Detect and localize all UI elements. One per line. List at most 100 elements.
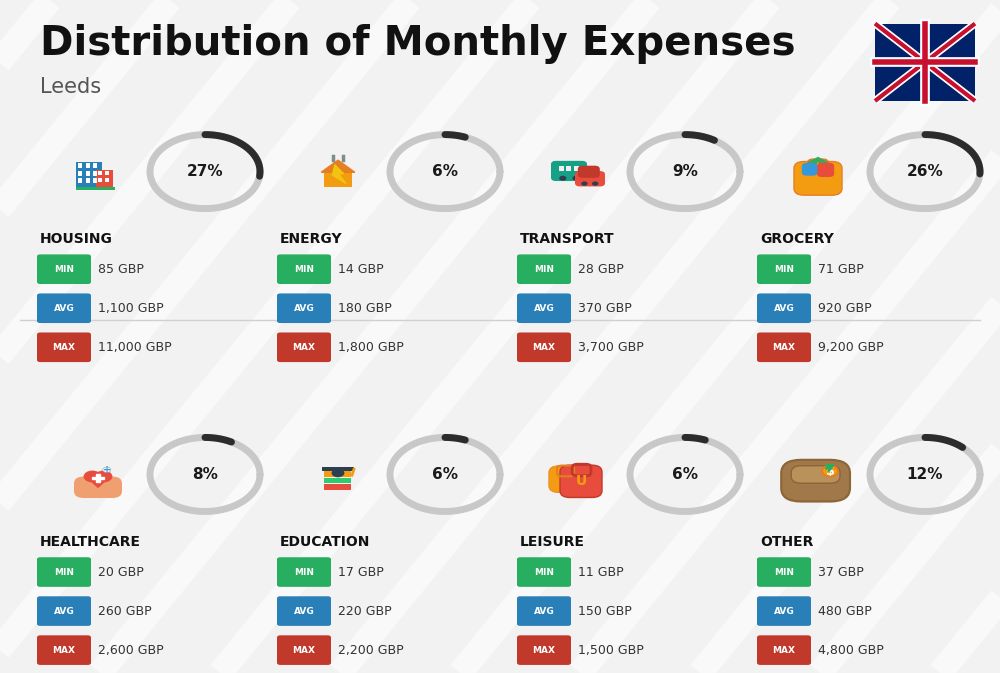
FancyBboxPatch shape <box>875 24 975 101</box>
FancyBboxPatch shape <box>78 164 82 168</box>
Text: $: $ <box>826 464 834 478</box>
FancyBboxPatch shape <box>549 466 584 493</box>
Text: 14 GBP: 14 GBP <box>338 262 384 276</box>
Text: MAX: MAX <box>532 343 556 352</box>
FancyBboxPatch shape <box>93 178 97 183</box>
Text: 12%: 12% <box>907 467 943 482</box>
Text: Distribution of Monthly Expenses: Distribution of Monthly Expenses <box>40 24 796 63</box>
Text: LEISURE: LEISURE <box>520 535 585 549</box>
Text: 6%: 6% <box>432 164 458 179</box>
Text: MAX: MAX <box>772 645 796 655</box>
FancyBboxPatch shape <box>105 171 109 175</box>
FancyBboxPatch shape <box>322 467 354 471</box>
Text: 11,000 GBP: 11,000 GBP <box>98 341 172 354</box>
FancyBboxPatch shape <box>560 465 602 497</box>
FancyBboxPatch shape <box>86 178 90 183</box>
Text: 8%: 8% <box>192 467 218 482</box>
FancyBboxPatch shape <box>98 171 102 175</box>
Text: AVG: AVG <box>774 304 794 313</box>
FancyBboxPatch shape <box>551 161 587 181</box>
Circle shape <box>559 176 566 180</box>
Text: 9%: 9% <box>672 164 698 179</box>
FancyBboxPatch shape <box>277 557 331 587</box>
Text: MIN: MIN <box>54 264 74 274</box>
Text: 920 GBP: 920 GBP <box>818 302 872 315</box>
Text: TRANSPORT: TRANSPORT <box>520 232 615 246</box>
FancyBboxPatch shape <box>277 293 331 323</box>
Text: 1,500 GBP: 1,500 GBP <box>578 643 644 657</box>
FancyBboxPatch shape <box>757 635 811 665</box>
FancyBboxPatch shape <box>791 466 840 483</box>
FancyBboxPatch shape <box>802 163 817 176</box>
FancyBboxPatch shape <box>324 172 352 187</box>
Text: MIN: MIN <box>774 567 794 577</box>
FancyBboxPatch shape <box>74 476 122 498</box>
Circle shape <box>581 182 588 186</box>
Text: MIN: MIN <box>54 567 74 577</box>
Text: 71 GBP: 71 GBP <box>818 262 864 276</box>
Text: +: + <box>103 465 111 474</box>
Text: ENERGY: ENERGY <box>280 232 343 246</box>
FancyBboxPatch shape <box>517 293 571 323</box>
FancyBboxPatch shape <box>324 471 351 477</box>
Text: MAX: MAX <box>293 343 316 352</box>
Text: MIN: MIN <box>294 567 314 577</box>
Text: 1,800 GBP: 1,800 GBP <box>338 341 404 354</box>
FancyBboxPatch shape <box>757 332 811 362</box>
Text: 260 GBP: 260 GBP <box>98 604 152 618</box>
FancyBboxPatch shape <box>781 460 850 501</box>
Text: 20 GBP: 20 GBP <box>98 565 144 579</box>
Text: 180 GBP: 180 GBP <box>338 302 392 315</box>
Text: 37 GBP: 37 GBP <box>818 565 864 579</box>
FancyBboxPatch shape <box>575 171 605 186</box>
Text: AVG: AVG <box>534 606 554 616</box>
Text: 27%: 27% <box>187 164 223 179</box>
Text: OTHER: OTHER <box>760 535 813 549</box>
Polygon shape <box>332 165 346 184</box>
Text: MIN: MIN <box>774 264 794 274</box>
FancyBboxPatch shape <box>277 596 331 626</box>
Text: U: U <box>576 474 587 487</box>
Text: 2,600 GBP: 2,600 GBP <box>98 643 164 657</box>
FancyBboxPatch shape <box>37 596 91 626</box>
FancyBboxPatch shape <box>574 166 579 171</box>
Text: MAX: MAX <box>532 645 556 655</box>
FancyBboxPatch shape <box>817 163 834 177</box>
Text: HOUSING: HOUSING <box>40 232 113 246</box>
Circle shape <box>332 468 344 477</box>
Polygon shape <box>92 474 104 482</box>
Polygon shape <box>321 160 355 172</box>
Text: 220 GBP: 220 GBP <box>338 604 392 618</box>
Polygon shape <box>808 157 828 168</box>
FancyBboxPatch shape <box>324 484 351 490</box>
FancyBboxPatch shape <box>37 332 91 362</box>
FancyBboxPatch shape <box>566 166 571 171</box>
Text: AVG: AVG <box>534 304 554 313</box>
Text: AVG: AVG <box>774 606 794 616</box>
Text: AVG: AVG <box>294 606 314 616</box>
FancyBboxPatch shape <box>559 166 564 171</box>
Text: 6%: 6% <box>432 467 458 482</box>
FancyBboxPatch shape <box>324 478 351 483</box>
FancyBboxPatch shape <box>78 171 82 176</box>
FancyBboxPatch shape <box>794 162 842 195</box>
Circle shape <box>592 182 598 186</box>
Circle shape <box>822 466 838 476</box>
Circle shape <box>84 470 101 483</box>
Polygon shape <box>86 476 110 487</box>
Text: MIN: MIN <box>534 264 554 274</box>
Text: 2,200 GBP: 2,200 GBP <box>338 643 404 657</box>
FancyBboxPatch shape <box>277 635 331 665</box>
FancyBboxPatch shape <box>757 557 811 587</box>
Text: MAX: MAX <box>52 645 76 655</box>
FancyBboxPatch shape <box>578 166 600 178</box>
Text: 150 GBP: 150 GBP <box>578 604 632 618</box>
Text: MIN: MIN <box>534 567 554 577</box>
Text: AVG: AVG <box>54 606 74 616</box>
Text: 11 GBP: 11 GBP <box>578 565 624 579</box>
Text: 26%: 26% <box>907 164 943 179</box>
Text: 85 GBP: 85 GBP <box>98 262 144 276</box>
FancyBboxPatch shape <box>105 178 109 182</box>
Circle shape <box>95 470 112 483</box>
FancyBboxPatch shape <box>76 187 115 190</box>
